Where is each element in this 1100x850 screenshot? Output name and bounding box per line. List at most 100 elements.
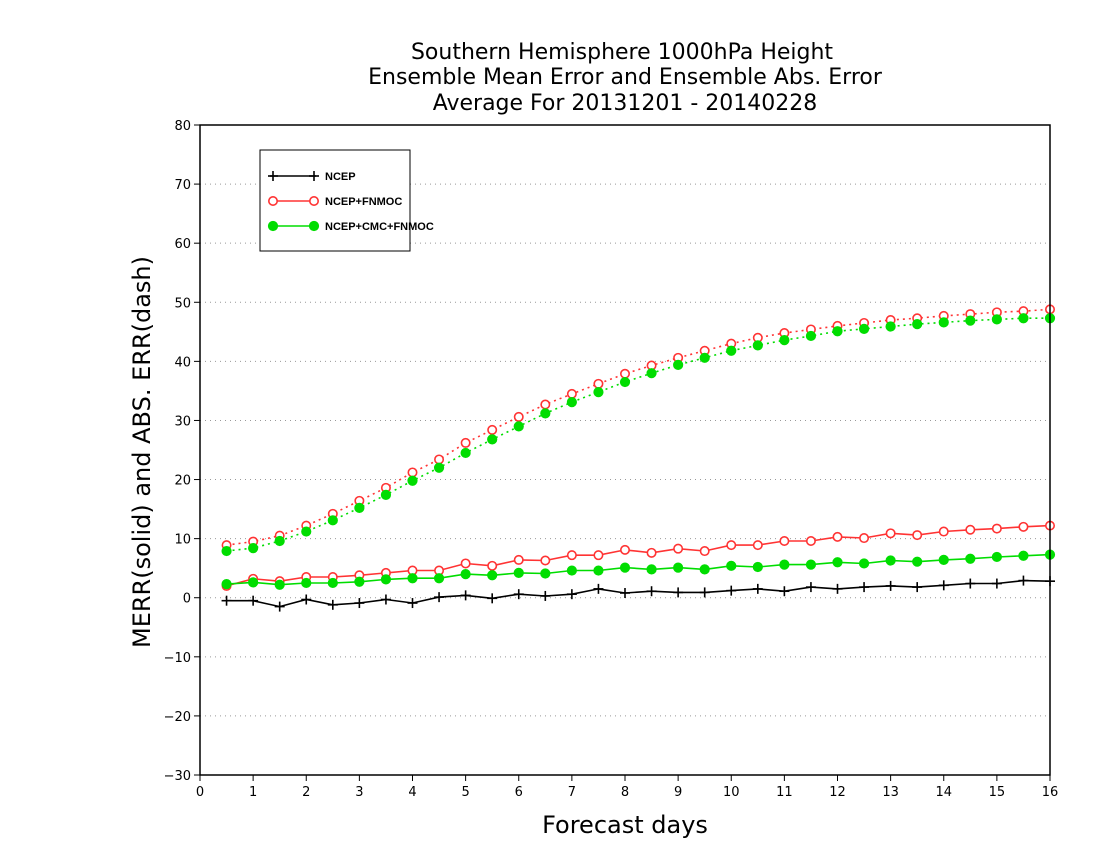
point-abs-err-ncep-cmc-fnmoc: [566, 397, 577, 408]
point-abs-err-ncep-cmc-fnmoc: [965, 315, 976, 326]
point-merr-ncep-fnmoc: [752, 540, 763, 551]
point-abs-err-ncep-fnmoc: [434, 454, 445, 465]
x-tick-label: 5: [461, 785, 469, 800]
point-merr-ncep: [620, 588, 630, 598]
point-abs-err-ncep-cmc-fnmoc: [832, 326, 843, 337]
point-abs-err-ncep-fnmoc: [619, 368, 630, 379]
plot-series: [221, 304, 1056, 612]
point-merr-ncep-cmc-fnmoc: [593, 565, 604, 576]
point-merr-ncep: [301, 594, 312, 605]
x-tick-label: 10: [723, 785, 740, 800]
point-abs-err-ncep-cmc-fnmoc: [274, 535, 285, 547]
point-merr-ncep-cmc-fnmoc: [965, 553, 976, 564]
point-merr-ncep-fnmoc: [885, 528, 896, 539]
point-abs-err-ncep-cmc-fnmoc: [407, 475, 418, 486]
point-abs-err-ncep-cmc-fnmoc: [858, 323, 870, 334]
point-merr-ncep-fnmoc: [593, 550, 604, 561]
point-merr-ncep-fnmoc: [487, 560, 498, 571]
x-tick-label: 4: [408, 785, 416, 800]
point-abs-err-ncep-cmc-fnmoc: [327, 515, 338, 526]
point-abs-err-ncep-fnmoc: [407, 467, 418, 478]
x-tick-label: 2: [302, 785, 310, 800]
point-merr-ncep: [938, 580, 949, 591]
point-abs-err-ncep-cmc-fnmoc: [433, 462, 445, 473]
point-merr-ncep: [991, 578, 1002, 589]
point-merr-ncep-fnmoc: [619, 544, 630, 555]
point-merr-ncep-fnmoc: [779, 535, 790, 546]
point-merr-ncep-cmc-fnmoc: [646, 564, 657, 575]
point-abs-err-ncep-cmc-fnmoc: [699, 352, 710, 363]
point-merr-ncep-cmc-fnmoc: [726, 560, 737, 571]
x-tick-label: 16: [1042, 785, 1059, 800]
y-tick-label: 70: [174, 178, 191, 193]
point-merr-ncep-cmc-fnmoc: [566, 565, 577, 576]
point-merr-ncep-fnmoc: [646, 547, 657, 558]
point-merr-ncep-fnmoc: [965, 524, 976, 535]
point-abs-err-ncep-fnmoc: [593, 378, 604, 389]
point-merr-ncep-cmc-fnmoc: [487, 570, 498, 581]
chart-title-line-3: Average For 20131201 - 20140228: [433, 91, 818, 116]
point-abs-err-ncep-cmc-fnmoc: [540, 408, 551, 419]
point-abs-err-ncep-cmc-fnmoc: [912, 319, 923, 330]
point-merr-ncep-cmc-fnmoc: [779, 559, 790, 570]
point-abs-err-ncep-cmc-fnmoc: [938, 317, 949, 328]
point-abs-err-ncep-fnmoc: [540, 399, 551, 410]
x-tick-label: 15: [989, 785, 1006, 800]
point-merr-ncep: [832, 583, 843, 594]
point-merr-ncep-fnmoc: [991, 523, 1002, 534]
point-abs-err-ncep-cmc-fnmoc: [593, 386, 604, 398]
x-tick-label: 7: [568, 785, 576, 800]
legend-label-ncep: NCEP: [325, 171, 356, 183]
point-merr-ncep: [885, 580, 896, 591]
point-merr-ncep-fnmoc: [513, 554, 524, 565]
point-merr-ncep-cmc-fnmoc: [885, 555, 896, 566]
point-merr-ncep-cmc-fnmoc: [673, 562, 684, 573]
point-abs-err-ncep-cmc-fnmoc: [619, 376, 631, 388]
point-abs-err-ncep-cmc-fnmoc: [726, 345, 737, 356]
y-tick-label: 40: [174, 355, 191, 370]
point-merr-ncep-cmc-fnmoc: [619, 562, 631, 573]
y-tick-label: 0: [183, 592, 191, 607]
point-merr-ncep: [699, 587, 710, 598]
point-merr-ncep-cmc-fnmoc: [513, 567, 524, 579]
point-merr-ncep: [354, 598, 365, 609]
x-axis-label: Forecast days: [542, 811, 708, 839]
point-merr-ncep: [965, 578, 976, 589]
point-abs-err-ncep-cmc-fnmoc: [805, 330, 817, 342]
point-merr-ncep: [407, 598, 418, 609]
x-tick-label: 6: [515, 785, 523, 800]
point-merr-ncep: [805, 582, 816, 593]
point-abs-err-ncep-cmc-fnmoc: [301, 526, 312, 537]
point-abs-err-ncep-cmc-fnmoc: [779, 334, 790, 346]
x-tick-label: 14: [935, 785, 952, 800]
point-merr-ncep-fnmoc: [460, 558, 471, 569]
y-tick-label: 60: [174, 237, 191, 252]
legend-marker-ncep-fnmoc: [267, 196, 278, 207]
point-merr-ncep: [673, 587, 684, 598]
y-tick-label: 10: [174, 533, 191, 548]
y-tick-label: −30: [164, 769, 191, 784]
point-merr-ncep-cmc-fnmoc: [274, 579, 285, 590]
legend-label-ncep-cmc-fnmoc: NCEP+CMC+FNMOC: [325, 221, 434, 233]
point-merr-ncep-cmc-fnmoc: [327, 577, 338, 589]
point-merr-ncep-fnmoc: [859, 533, 870, 544]
x-tick-label: 3: [355, 785, 363, 800]
legend-label-ncep-fnmoc: NCEP+FNMOC: [325, 196, 402, 208]
point-merr-ncep: [912, 582, 923, 593]
point-merr-ncep-cmc-fnmoc: [221, 579, 232, 590]
point-merr-ncep: [859, 582, 870, 593]
point-merr-ncep-cmc-fnmoc: [858, 558, 870, 569]
x-tick-label: 1: [249, 785, 257, 800]
point-abs-err-ncep-cmc-fnmoc: [221, 545, 232, 557]
point-merr-ncep-cmc-fnmoc: [938, 554, 949, 566]
point-merr-ncep-cmc-fnmoc: [433, 573, 445, 584]
point-merr-ncep-cmc-fnmoc: [301, 577, 312, 589]
point-abs-err-ncep-cmc-fnmoc: [513, 421, 524, 432]
plot-frame: [199, 124, 1051, 776]
point-merr-ncep-cmc-fnmoc: [752, 561, 763, 573]
legend-marker-ncep-fnmoc: [308, 196, 319, 207]
point-merr-ncep-cmc-fnmoc: [460, 568, 471, 580]
point-abs-err-ncep-cmc-fnmoc: [885, 321, 896, 332]
point-merr-ncep: [1018, 575, 1029, 586]
series-line-abs-err-ncep-cmc-fnmoc: [226, 317, 1050, 552]
